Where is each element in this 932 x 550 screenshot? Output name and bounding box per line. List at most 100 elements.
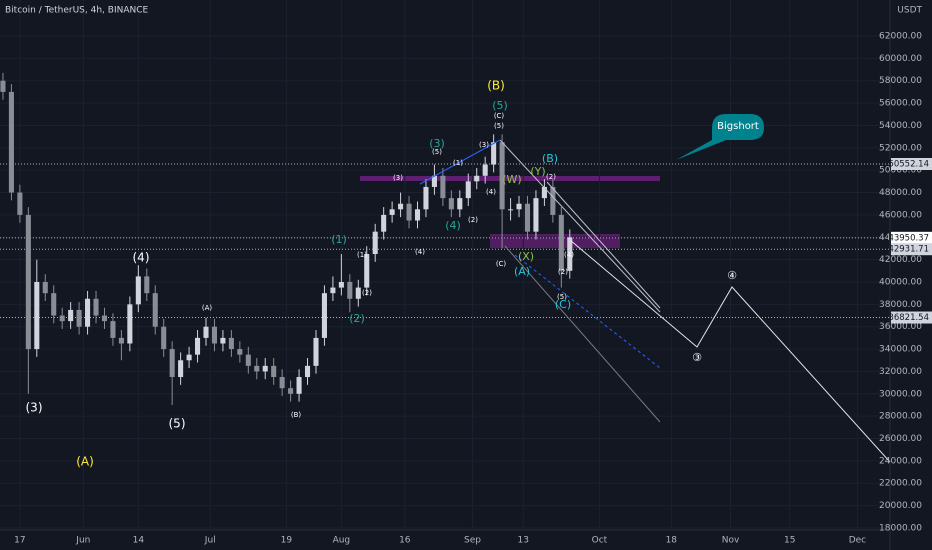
wave-label: (X) <box>518 250 534 263</box>
candle-body <box>211 326 218 344</box>
price-label-box <box>891 158 932 171</box>
callout-text: Bigshort <box>717 121 759 132</box>
y-tick-label: 46000.00 <box>879 210 922 220</box>
candle-body <box>76 309 82 327</box>
candle-body <box>364 254 370 288</box>
x-tick-label: 16 <box>399 536 411 546</box>
y-unit: USDT <box>897 6 922 16</box>
price-label-box <box>891 311 932 324</box>
x-tick-label: 19 <box>281 536 293 546</box>
candle-body <box>313 337 319 366</box>
candle-body <box>491 142 497 165</box>
wave-label: (1) <box>331 233 347 246</box>
candle-body <box>68 309 74 322</box>
y-tick-label: 28000.00 <box>879 412 922 422</box>
candle-body <box>381 214 387 232</box>
candle-body <box>330 287 336 294</box>
zone <box>360 176 660 181</box>
candle-body <box>25 214 31 350</box>
candle-body <box>0 80 6 92</box>
candle-body <box>321 293 327 338</box>
candle-body <box>550 186 556 215</box>
y-tick-label: 58000.00 <box>879 76 922 86</box>
price-label: 43950.37 <box>888 233 929 243</box>
candle-body <box>389 209 395 215</box>
wave-label: (1) <box>357 251 367 259</box>
callout <box>676 114 764 160</box>
y-tick-label: 50000.00 <box>879 166 922 176</box>
wave-label: (4) <box>564 251 574 259</box>
candle-body <box>524 203 531 232</box>
candle-body <box>448 198 454 210</box>
x-tick-label: Aug <box>333 536 351 546</box>
candle-body <box>51 293 57 316</box>
wave-line <box>419 139 501 185</box>
chart-title: Bitcoin / TetherUS, 4h, BINANCE <box>5 6 149 16</box>
candle-body <box>144 276 150 294</box>
wave-label: (W) <box>502 173 521 186</box>
candle-body <box>304 365 311 378</box>
price-label-box <box>891 243 932 256</box>
wave-label: (B) <box>291 411 302 419</box>
candle-body <box>431 175 437 187</box>
wave-label: (A) <box>76 455 94 469</box>
y-tick-label: 36000.00 <box>879 322 922 332</box>
y-tick-label: 48000.00 <box>879 188 922 198</box>
price-label: 42931.71 <box>888 245 929 255</box>
candle-body <box>110 321 116 338</box>
wave-label: (5) <box>169 417 186 431</box>
wave-label: ③ <box>692 351 702 364</box>
wave-label: (2) <box>468 216 478 224</box>
wave-label: (3) <box>393 174 403 182</box>
channel-line <box>499 139 661 313</box>
wave-label: (1) <box>453 159 463 167</box>
candle-body <box>228 337 234 350</box>
y-tick-label: 20000.00 <box>879 501 922 511</box>
wave-label: (2) <box>546 173 556 181</box>
channel-line <box>514 254 661 369</box>
candle-body <box>34 281 40 350</box>
price-label: 50552.14 <box>888 160 929 170</box>
x-tick-label: Nov <box>722 536 740 546</box>
price-label-box <box>891 231 932 244</box>
y-tick-label: 52000.00 <box>879 143 922 153</box>
candle-body <box>508 209 514 211</box>
candle-body <box>474 175 480 182</box>
wave-label: (2) <box>362 289 372 297</box>
wave-label: (2) <box>558 268 568 276</box>
candle-body <box>398 203 404 210</box>
x-tick-label: 17 <box>14 536 25 546</box>
y-tick-label: 32000.00 <box>879 367 922 377</box>
y-tick-label: 38000.00 <box>879 300 922 310</box>
x-tick-label: Sep <box>464 536 481 546</box>
y-tick-label: 22000.00 <box>879 479 922 489</box>
candle-body <box>59 315 65 322</box>
candle-body <box>220 337 226 344</box>
candle-body <box>516 203 522 210</box>
wave-label: (3) <box>429 137 445 150</box>
candle-body <box>101 315 108 322</box>
price-label: 36821.54 <box>888 313 929 323</box>
wave-label: (3) <box>26 401 43 415</box>
wave-label: (3) <box>479 141 489 149</box>
candle-body <box>372 231 378 255</box>
candle-body <box>195 337 201 355</box>
candle-body <box>558 214 564 271</box>
wave-label: (B) <box>487 79 505 93</box>
projection-path <box>569 239 891 463</box>
y-tick-label: 62000.00 <box>879 32 922 42</box>
channel-line <box>546 181 661 309</box>
wave-label: (5) <box>432 148 442 156</box>
wave-label: (Y) <box>530 165 545 178</box>
candle-body <box>85 298 91 327</box>
y-tick-label: 54000.00 <box>879 121 922 131</box>
candle-body <box>118 337 124 344</box>
candle-body <box>42 281 48 294</box>
candle-body <box>186 354 192 361</box>
x-tick-label: Jun <box>75 536 90 546</box>
y-tick-label: 34000.00 <box>879 345 922 355</box>
x-tick-label: 14 <box>133 536 145 546</box>
x-tick-label: 13 <box>518 536 529 546</box>
